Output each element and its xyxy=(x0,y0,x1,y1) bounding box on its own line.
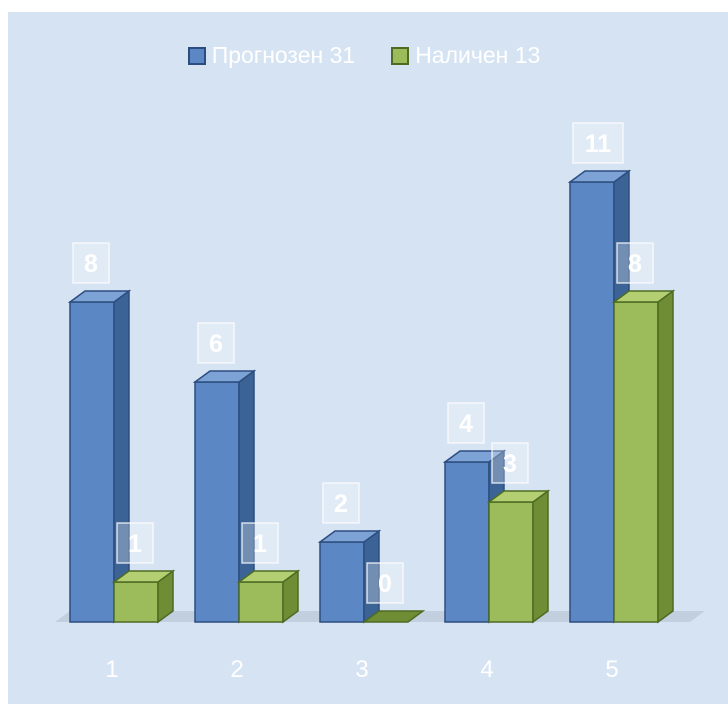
bar-front-series1-cat5 xyxy=(569,181,615,623)
bar-front-series1-cat4 xyxy=(444,461,490,623)
legend-item-series1: Прогнозен 31 xyxy=(187,42,356,69)
bar-front-series2-cat1 xyxy=(113,581,159,623)
bar-top-series1-cat4 xyxy=(442,450,507,463)
bar-top-series2-cat1 xyxy=(111,570,176,583)
bar-top-series2-cat5 xyxy=(611,290,676,303)
data-label-box-series2-cat3 xyxy=(366,562,404,604)
bar-front-series2-cat4 xyxy=(488,501,534,623)
bar-top-series1-cat1 xyxy=(67,290,132,303)
bar-side-series2-cat4 xyxy=(532,489,549,624)
legend-label-series1: Прогнозен 31 xyxy=(211,42,356,68)
bar-front-series1-cat2 xyxy=(194,381,240,623)
bar-front-series2-cat2 xyxy=(238,581,284,623)
x-tick-label-5: 5 xyxy=(605,656,618,683)
data-label-box-series2-cat5 xyxy=(616,242,654,284)
data-label-box-series2-cat1 xyxy=(116,522,154,564)
data-label-series1-cat1: 8 xyxy=(84,250,98,278)
data-label-box-series2-cat2 xyxy=(241,522,279,564)
data-label-box-series1-cat5 xyxy=(572,122,624,164)
bar-front-series2-cat5 xyxy=(613,301,659,623)
data-label-series1-cat2: 6 xyxy=(209,330,223,358)
legend-swatch-series2 xyxy=(391,46,410,65)
data-label-series2-cat3: 0 xyxy=(378,570,392,598)
data-label-box-series1-cat2 xyxy=(197,322,235,364)
bar-front-series1-cat3 xyxy=(319,541,365,623)
bar-front-series1-cat1 xyxy=(69,301,115,623)
data-label-series2-cat5: 8 xyxy=(628,250,642,278)
legend-label-series2: Наличен 13 xyxy=(415,42,541,68)
bar-top-series1-cat5 xyxy=(567,170,632,183)
bar-top-series2-cat3 xyxy=(361,610,426,623)
data-label-series2-cat1: 1 xyxy=(128,530,142,558)
data-label-series1-cat4: 4 xyxy=(459,410,473,438)
x-tick-label-2: 2 xyxy=(230,656,243,683)
bar-top-series1-cat2 xyxy=(192,370,257,383)
data-label-box-series2-cat4 xyxy=(491,442,529,484)
data-label-box-series1-cat1 xyxy=(72,242,110,284)
bar-top-series1-cat3 xyxy=(317,530,382,543)
data-label-box-series1-cat3 xyxy=(322,482,360,524)
legend-item-series2: Наличен 13 xyxy=(391,42,540,69)
data-label-series1-cat5: 11 xyxy=(585,130,612,158)
chart-legend: Прогнозен 31 Наличен 13 xyxy=(0,42,728,69)
data-label-series2-cat2: 1 xyxy=(253,530,267,558)
x-tick-label-4: 4 xyxy=(480,656,493,683)
data-label-series1-cat3: 2 xyxy=(334,490,348,518)
bar-top-series2-cat4 xyxy=(486,490,551,503)
bar-side-series2-cat5 xyxy=(657,289,674,624)
x-tick-label-1: 1 xyxy=(105,656,118,683)
x-tick-label-3: 3 xyxy=(355,656,368,683)
data-label-series2-cat4: 3 xyxy=(503,450,517,478)
legend-swatch-series1 xyxy=(187,46,206,65)
bar-top-series2-cat2 xyxy=(236,570,301,583)
data-label-box-series1-cat4 xyxy=(447,402,485,444)
